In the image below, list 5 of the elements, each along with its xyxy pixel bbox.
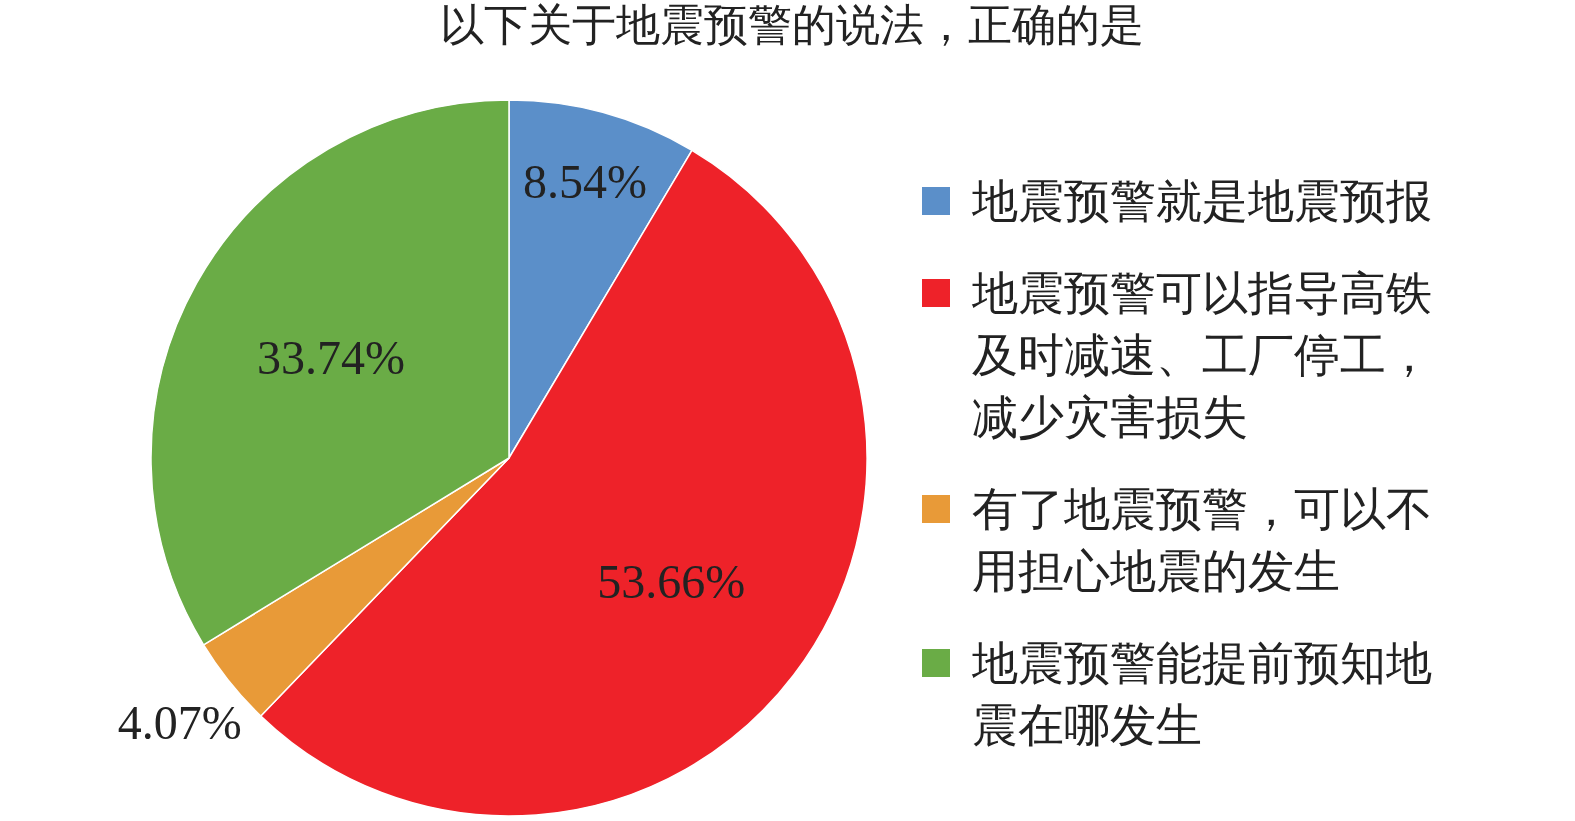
legend-label: 地震预警可以指导高铁及时减速、工厂停工，减少灾害损失	[972, 265, 1433, 446]
legend-label: 地震预警能提前预知地震在哪发生	[972, 635, 1433, 754]
legend-label: 地震预警就是地震预报	[972, 173, 1433, 230]
title: 以下关于地震预警的说法，正确的是	[440, 0, 1144, 50]
legend-label: 有了地震预警，可以不用担心地震的发生	[972, 481, 1433, 600]
